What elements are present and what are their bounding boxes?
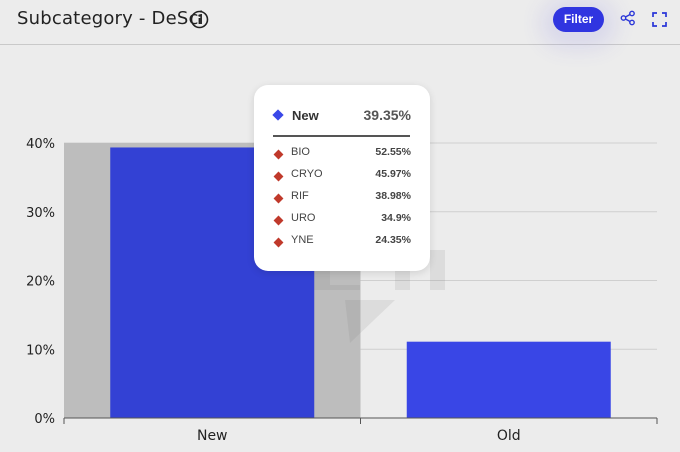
info-circle-icon[interactable] xyxy=(190,10,209,33)
filter-button[interactable]: Filter xyxy=(553,7,604,32)
tooltip-row: RIF 38.98% xyxy=(273,190,411,204)
y-tick-label: 10% xyxy=(26,343,55,358)
expand-icon[interactable] xyxy=(652,12,667,31)
x-tick-labels: New Old xyxy=(197,428,521,444)
tooltip-series-name: New xyxy=(292,108,319,123)
x-tick-label: New xyxy=(197,428,228,444)
y-tick-label: 30% xyxy=(26,206,55,221)
share-icon[interactable] xyxy=(620,10,636,30)
diamond-marker-icon xyxy=(273,171,284,182)
axes xyxy=(63,417,658,424)
diamond-marker-icon xyxy=(273,215,284,226)
tooltip-row-value: 24.35% xyxy=(375,234,411,246)
tooltip-row-value: 34.9% xyxy=(381,212,411,224)
tooltip-row: URO 34.9% xyxy=(273,212,411,226)
y-tick-label: 0% xyxy=(34,412,55,427)
chart-tooltip: New 39.35% BIO 52.55% CRYO 45.97% RIF 38… xyxy=(254,85,430,271)
tooltip-row-name: BIO xyxy=(291,146,310,158)
tooltip-row-name: RIF xyxy=(291,190,309,202)
tooltip-row-name: YNE xyxy=(291,234,314,246)
bar-old xyxy=(406,341,611,418)
tooltip-row-name: URO xyxy=(291,212,316,224)
chart-title: Subcategory - DeSci xyxy=(17,8,204,29)
tooltip-row-value: 38.98% xyxy=(375,190,411,202)
tooltip-series-value: 39.35% xyxy=(363,107,411,123)
tooltip-row-name: CRYO xyxy=(291,168,323,180)
diamond-marker-icon xyxy=(273,149,284,160)
tooltip-row: CRYO 45.97% xyxy=(273,168,411,182)
tooltip-header: New 39.35% xyxy=(272,107,411,127)
tooltip-divider xyxy=(273,135,410,137)
diamond-marker-icon xyxy=(273,237,284,248)
tooltip-row: YNE 24.35% xyxy=(273,234,411,248)
diamond-marker-icon xyxy=(272,109,284,121)
y-tick-labels: 0% 10% 20% 30% 40% xyxy=(26,137,55,427)
tooltip-row-value: 52.55% xyxy=(375,146,411,158)
diamond-marker-icon xyxy=(273,193,284,204)
y-tick-label: 40% xyxy=(26,137,55,152)
tooltip-row-value: 45.97% xyxy=(375,168,411,180)
chart-header: Subcategory - DeSci Filter xyxy=(0,0,680,45)
y-tick-label: 20% xyxy=(26,275,55,290)
x-tick-label: Old xyxy=(497,428,521,444)
tooltip-row: BIO 52.55% xyxy=(273,146,411,160)
